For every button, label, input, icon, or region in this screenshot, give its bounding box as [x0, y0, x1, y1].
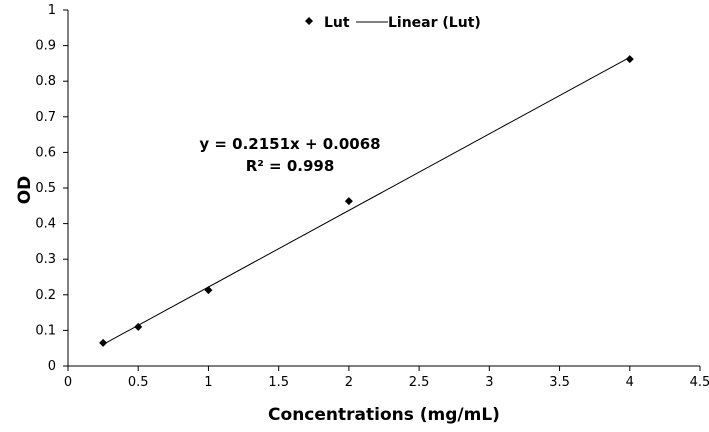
- x-tick-label: 1.5: [268, 375, 289, 390]
- x-tick-label: 4.5: [690, 375, 709, 390]
- data-point: [204, 286, 213, 295]
- data-point: [134, 322, 143, 331]
- x-axis-label: Concentrations (mg/mL): [268, 405, 500, 425]
- r-squared: R² = 0.998: [246, 157, 335, 175]
- data-point: [99, 338, 108, 347]
- y-tick-label: 0.7: [35, 110, 56, 125]
- legend-marker-lut: [305, 17, 313, 25]
- x-tick-label: 2: [345, 375, 353, 390]
- x-tick-label: 2.5: [409, 375, 430, 390]
- x-tick-label: 3.5: [549, 375, 570, 390]
- trendline-equation: y = 0.2151x + 0.0068: [199, 135, 380, 153]
- y-axis-label: OD: [15, 176, 35, 205]
- y-tick-label: 1: [48, 3, 56, 18]
- x-tick-label: 4: [626, 375, 634, 390]
- y-tick-label: 0: [48, 359, 56, 374]
- y-tick-label: 0.4: [35, 217, 56, 232]
- x-tick-label: 0: [64, 375, 72, 390]
- trendline: [102, 56, 631, 345]
- y-tick-label: 0.8: [35, 74, 56, 89]
- data-point: [625, 55, 634, 64]
- data-point: [344, 197, 353, 206]
- legend-label-lut: Lut: [324, 15, 350, 31]
- legend: Lut Linear (Lut): [305, 15, 481, 31]
- legend-label-linear: Linear (Lut): [388, 15, 481, 31]
- y-tick-label: 0.3: [35, 252, 56, 267]
- x-tick-label: 1: [204, 375, 212, 390]
- x-tick-label: 3: [485, 375, 493, 390]
- y-tick-label: 0.2: [35, 288, 56, 303]
- x-tick-label: 0.5: [128, 375, 149, 390]
- y-tick-label: 0.9: [35, 39, 56, 54]
- y-tick-label: 0.6: [35, 145, 56, 160]
- y-tick-label: 0.5: [35, 181, 56, 196]
- y-tick-label: 0.1: [35, 323, 56, 338]
